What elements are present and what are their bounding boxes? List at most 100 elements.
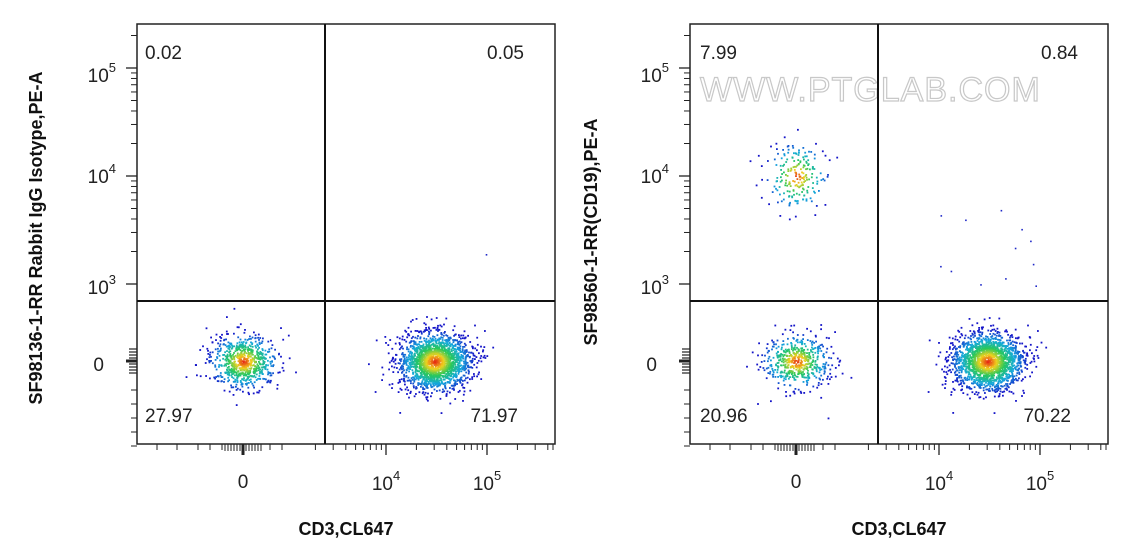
event-dot <box>953 358 956 360</box>
event-dot <box>463 362 466 365</box>
event-dot <box>437 355 440 357</box>
event-dot <box>1014 347 1017 349</box>
event-dot <box>444 358 446 361</box>
event-dot <box>965 357 967 360</box>
event-dot <box>469 360 472 362</box>
event-dot <box>411 365 413 368</box>
event-dot <box>803 158 805 161</box>
event-dot <box>429 362 432 365</box>
event-dot <box>257 355 260 357</box>
event-dot <box>790 167 793 170</box>
event-dot <box>980 348 983 351</box>
event-dot <box>982 370 985 372</box>
event-dot <box>780 348 783 351</box>
event-dot <box>1004 352 1007 355</box>
event-dot <box>991 379 994 382</box>
event-dot <box>806 382 809 384</box>
event-dot <box>987 382 990 385</box>
event-dot <box>482 350 484 353</box>
event-dot <box>401 370 404 373</box>
event-dot <box>419 350 422 353</box>
event-dot <box>454 398 457 400</box>
event-dot <box>427 399 429 402</box>
event-dot <box>785 372 788 375</box>
event-dot <box>782 343 785 346</box>
event-dot <box>419 366 422 368</box>
event-dot <box>235 404 238 406</box>
event-dot <box>425 367 428 370</box>
event-dot <box>784 184 787 187</box>
event-dot <box>438 381 441 384</box>
event-dot <box>820 328 822 331</box>
event-dot <box>440 367 442 370</box>
event-dot <box>793 169 796 171</box>
event-dot <box>809 364 812 367</box>
event-dot <box>211 362 214 365</box>
event-dot <box>460 341 463 344</box>
event-dot <box>969 373 972 376</box>
event-dot <box>388 361 391 364</box>
event-dot <box>403 357 406 360</box>
event-dot <box>453 351 456 353</box>
event-dot <box>462 380 464 382</box>
event-dot <box>399 387 402 390</box>
event-dot <box>242 356 244 358</box>
event-dot <box>449 375 452 377</box>
event-dot <box>769 372 771 375</box>
event-dot <box>988 388 991 390</box>
event-dot <box>449 345 452 348</box>
event-dot <box>1031 352 1033 355</box>
event-dot <box>828 159 831 162</box>
event-dot <box>766 179 769 181</box>
event-dot <box>430 339 433 341</box>
event-dot <box>454 352 457 355</box>
event-dot <box>416 349 419 352</box>
event-dot <box>1024 357 1027 360</box>
event-dot <box>437 366 440 368</box>
event-dot <box>418 382 420 385</box>
x-tick-label-0: 0 <box>238 472 249 493</box>
event-dot <box>269 356 271 359</box>
event-dot <box>969 397 971 400</box>
event-dot <box>781 343 784 346</box>
event-dot <box>989 345 992 348</box>
event-dot <box>819 347 822 350</box>
event-dot <box>991 348 994 351</box>
event-dot <box>810 342 813 344</box>
event-dot <box>435 329 438 331</box>
event-dot <box>426 364 429 367</box>
event-dot <box>459 358 462 361</box>
event-dot <box>259 368 261 371</box>
event-dot <box>249 345 252 348</box>
plot-frame <box>136 23 556 445</box>
event-dot <box>1004 347 1007 349</box>
event-dot <box>828 356 830 359</box>
event-dot <box>797 154 800 156</box>
event-dot <box>437 342 440 345</box>
event-dot <box>463 367 466 370</box>
event-dot <box>968 357 971 360</box>
event-dot <box>971 377 974 380</box>
event-dot <box>207 353 210 355</box>
event-dot <box>437 370 440 372</box>
event-dot <box>992 341 995 344</box>
event-dot <box>444 386 447 389</box>
event-dot <box>239 369 242 372</box>
event-dot <box>445 343 448 346</box>
event-dot <box>430 373 432 376</box>
event-dot <box>251 343 253 346</box>
event-dot <box>430 395 432 398</box>
event-dot <box>1012 378 1014 381</box>
event-dot <box>433 336 436 338</box>
event-dot <box>1023 392 1025 394</box>
event-dot <box>233 374 236 377</box>
event-dot <box>480 345 482 348</box>
event-dot <box>437 351 440 353</box>
event-dot <box>437 374 440 377</box>
event-dot <box>952 362 954 365</box>
event-dot <box>1011 379 1013 382</box>
event-dot <box>434 353 437 356</box>
event-dot <box>458 371 460 374</box>
event-dot <box>1008 366 1010 369</box>
event-dot <box>405 375 408 377</box>
